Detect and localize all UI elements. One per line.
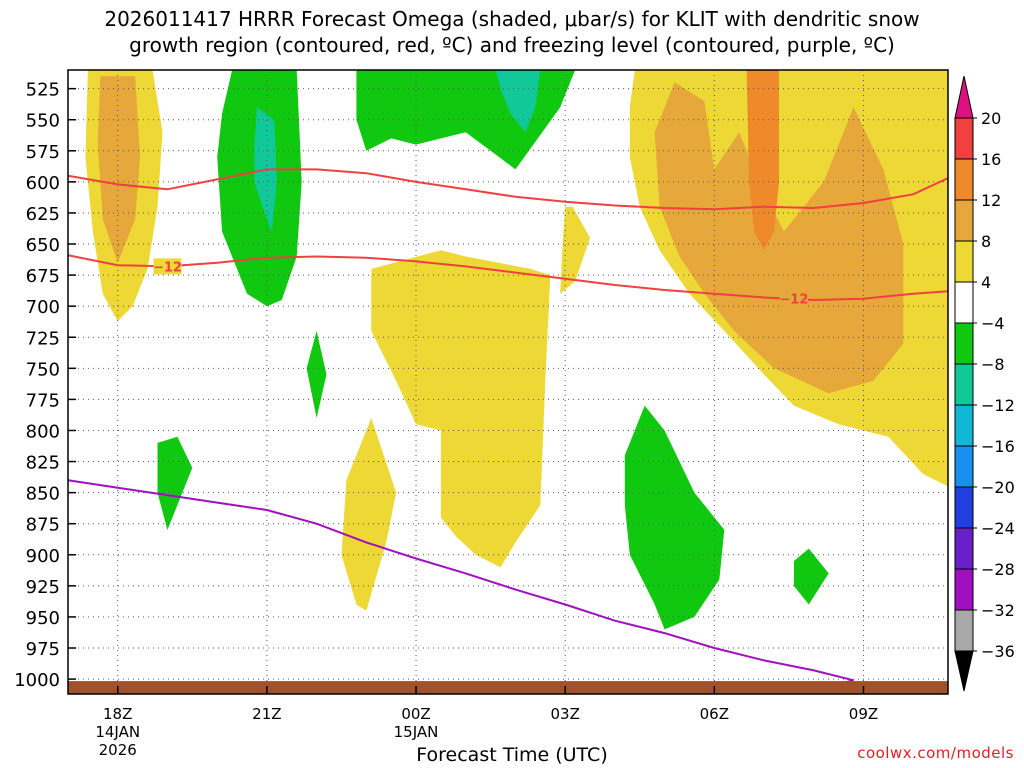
omega-region-positive-middle bbox=[371, 250, 551, 568]
contour-label-dgz-bottom: −12 bbox=[153, 260, 182, 275]
y-axis: 525 550 575 600 625 650 675 700 725 750 775 800 825 8… bbox=[14, 80, 76, 691]
omega-region-negative-19z bbox=[157, 436, 193, 530]
colorbar-box-m24_m20 bbox=[954, 486, 974, 529]
colorbar-label: 4 bbox=[981, 273, 991, 292]
y-tick-label-675: 675 bbox=[26, 266, 60, 287]
colorbar-box-m32_m28 bbox=[954, 568, 974, 611]
y-tick-label-750: 750 bbox=[26, 359, 60, 380]
colorbar-box-16_20 bbox=[954, 117, 974, 160]
omega-region-8-12-left bbox=[97, 76, 141, 263]
y-tick-label-725: 725 bbox=[26, 328, 60, 349]
dgz-bottom-contour bbox=[68, 254, 948, 302]
y-tick-label-550: 550 bbox=[26, 111, 60, 132]
contour-lines bbox=[68, 168, 948, 689]
chart-title-line1: 2026011417 HRRR Forecast Omega (shaded, … bbox=[104, 7, 920, 31]
x-tick-year: 2026 bbox=[99, 741, 137, 759]
omega-region-m12-m8-00z bbox=[495, 70, 541, 133]
y-tick-label-625: 625 bbox=[26, 204, 60, 225]
colorbar-label: −28 bbox=[981, 560, 1015, 579]
x-axis-label: Forecast Time (UTC) bbox=[416, 744, 608, 766]
colorbar: 20 16 12 8 4 −4 −8 −12 −16 −20 −24 −28 −32 −36 bbox=[954, 75, 1015, 692]
y-tick-label-850: 850 bbox=[26, 484, 60, 505]
colorbar-label: −16 bbox=[981, 437, 1015, 456]
colorbar-label: 8 bbox=[981, 232, 991, 251]
colorbar-label: −32 bbox=[981, 601, 1015, 620]
chart-title-line2: growth region (contoured, red, ºC) and f… bbox=[129, 33, 895, 57]
freezing-level-contour bbox=[68, 479, 854, 689]
x-tick-label-09Z: 09Z bbox=[849, 705, 878, 723]
omega-shading bbox=[85, 70, 948, 630]
colorbar-label: −8 bbox=[981, 355, 1005, 374]
omega-region-negative-0430z bbox=[624, 405, 725, 630]
x-tick-date-15JAN: 15JAN bbox=[394, 723, 439, 741]
colorbar-box-m36_m32 bbox=[954, 609, 974, 652]
omega-region-positive-03z-tail bbox=[560, 206, 590, 294]
y-tick-label-775: 775 bbox=[26, 390, 60, 411]
colorbar-box-m4_4 bbox=[954, 281, 974, 324]
colorbar-label: 16 bbox=[981, 150, 1001, 169]
colorbar-box-m28_m24 bbox=[954, 527, 974, 570]
y-tick-label-600: 600 bbox=[26, 173, 60, 194]
contour-labels: −12 −12 bbox=[153, 258, 808, 308]
x-tick-label-00Z: 00Z bbox=[401, 705, 430, 723]
gridlines bbox=[68, 70, 948, 694]
contour-label-bg bbox=[153, 258, 182, 275]
colorbar-box-m20_m16 bbox=[954, 445, 974, 488]
colorbar-label: −4 bbox=[981, 314, 1005, 333]
x-tick-label-21Z: 21Z bbox=[252, 705, 281, 723]
chart-title: 2026011417 HRRR Forecast Omega (shaded, … bbox=[0, 6, 1024, 58]
x-tick-date-14JAN: 14JAN bbox=[95, 723, 140, 741]
y-tick-label-650: 650 bbox=[26, 235, 60, 256]
contour-label-dgz-bottom: −12 bbox=[779, 293, 808, 308]
y-tick-label-950: 950 bbox=[26, 608, 60, 629]
omega-region-8-12-right bbox=[654, 82, 904, 394]
site-credit: coolwx.com/models bbox=[857, 744, 1014, 762]
y-tick-label-975: 975 bbox=[26, 639, 60, 660]
y-tick-label-700: 700 bbox=[26, 297, 60, 318]
y-tick-label-575: 575 bbox=[26, 142, 60, 163]
colorbar-box-12_16 bbox=[954, 158, 974, 201]
y-tick-label-900: 900 bbox=[26, 546, 60, 567]
omega-region-12-16-right bbox=[746, 70, 779, 251]
y-tick-label-825: 825 bbox=[26, 453, 60, 474]
colorbar-label: 12 bbox=[981, 191, 1001, 210]
colorbar-under-arrow bbox=[954, 650, 974, 692]
colorbar-box-m12_m8 bbox=[954, 363, 974, 406]
omega-region-negative-0800z bbox=[793, 548, 829, 605]
omega-region-positive-2300z bbox=[341, 418, 397, 611]
colorbar-label: −20 bbox=[981, 478, 1015, 497]
colorbar-label: 20 bbox=[981, 109, 1001, 128]
x-tick-label-18Z: 18Z bbox=[103, 705, 132, 723]
colorbar-over-arrow bbox=[954, 75, 974, 119]
y-tick-label-925: 925 bbox=[26, 577, 60, 598]
y-tick-label-875: 875 bbox=[26, 515, 60, 536]
colorbar-box-4_8 bbox=[954, 240, 974, 283]
y-tick-label-800: 800 bbox=[26, 421, 60, 442]
colorbar-box-m16_m12 bbox=[954, 404, 974, 447]
y-tick-label-1000: 1000 bbox=[14, 670, 60, 691]
colorbar-box-8_12 bbox=[954, 199, 974, 242]
x-tick-label-03Z: 03Z bbox=[550, 705, 579, 723]
terrain-ground bbox=[68, 681, 948, 694]
colorbar-box-m8_m4 bbox=[954, 322, 974, 365]
colorbar-label: −36 bbox=[981, 642, 1015, 661]
y-tick-label-525: 525 bbox=[26, 80, 60, 101]
contour-label-bg bbox=[779, 290, 808, 307]
omega-region-negative-22z bbox=[306, 331, 327, 418]
x-tick-label-06Z: 06Z bbox=[700, 705, 729, 723]
colorbar-label: −12 bbox=[981, 396, 1015, 415]
dgz-top-contour bbox=[68, 168, 948, 211]
plot-frame bbox=[67, 69, 949, 695]
colorbar-label: −24 bbox=[981, 519, 1015, 538]
